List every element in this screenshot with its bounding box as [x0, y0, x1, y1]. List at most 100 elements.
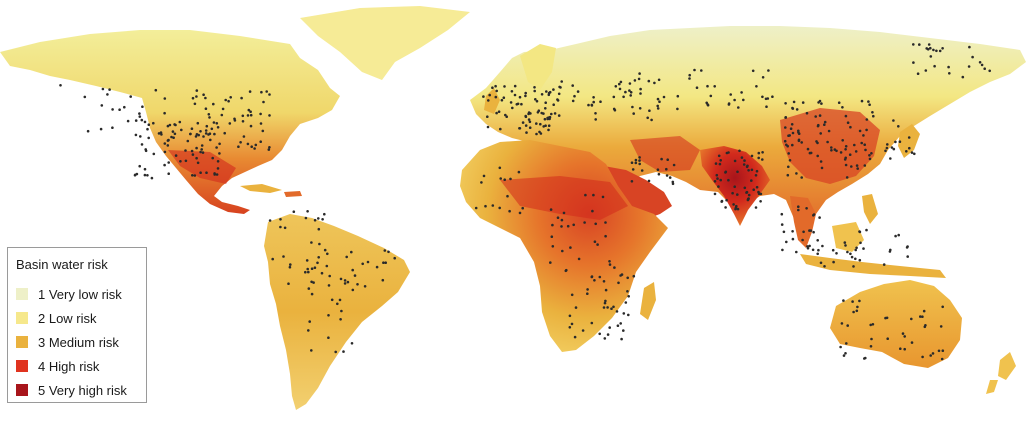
facility-dot — [737, 106, 740, 109]
facility-dot — [592, 100, 595, 104]
facility-dot — [202, 135, 205, 138]
facility-dot — [745, 165, 749, 169]
facility-dot — [228, 122, 232, 125]
facility-dot — [791, 106, 794, 110]
facility-dot — [321, 218, 324, 221]
facility-dot — [719, 159, 722, 162]
facility-dot — [844, 145, 848, 148]
facility-dot — [863, 357, 866, 360]
facility-dot — [941, 305, 944, 309]
facility-dot — [351, 268, 355, 272]
facility-dot — [528, 120, 532, 124]
facility-dot — [548, 90, 552, 94]
facility-dot — [724, 206, 727, 209]
facility-dot — [249, 113, 253, 117]
facility-dot — [201, 151, 205, 154]
facility-dot — [819, 160, 823, 163]
facility-dot — [837, 101, 841, 104]
facility-dot — [591, 209, 594, 213]
facility-dot — [147, 123, 151, 126]
legend-item: 3 Medium risk — [16, 330, 146, 354]
facility-dot — [267, 148, 271, 151]
facility-dot — [253, 147, 256, 150]
facility-dot — [143, 120, 147, 124]
facility-dot — [767, 69, 770, 72]
facility-dot — [387, 250, 390, 254]
facility-dot — [259, 140, 263, 143]
facility-dot — [381, 278, 385, 282]
facility-dot — [167, 161, 170, 164]
sahel-risk-zone — [500, 176, 628, 220]
facility-dot — [484, 204, 487, 208]
legend: Basin water risk 1 Very low risk 2 Low r… — [7, 247, 147, 403]
facility-dot — [356, 283, 359, 286]
facility-dot — [786, 173, 790, 177]
facility-dot — [506, 194, 509, 198]
facility-dot — [209, 138, 212, 142]
australia — [830, 280, 962, 368]
facility-dot — [486, 115, 489, 118]
facility-dot — [601, 195, 605, 199]
facility-dot — [765, 105, 768, 108]
facility-dot — [233, 117, 236, 121]
facility-dot — [910, 151, 914, 154]
facility-dot — [971, 55, 974, 59]
facility-dot — [929, 354, 932, 357]
facility-dot — [693, 68, 696, 72]
facility-dot — [535, 132, 538, 136]
facility-dot — [905, 150, 908, 153]
facility-dot — [343, 279, 347, 282]
facility-dot — [792, 100, 796, 104]
facility-dot — [328, 274, 332, 278]
facility-dot — [894, 140, 897, 144]
facility-dot — [740, 156, 744, 159]
greenland — [300, 6, 470, 80]
facility-dot — [854, 257, 857, 261]
facility-dot — [173, 132, 177, 136]
facility-dot — [856, 305, 859, 309]
facility-dot — [852, 310, 855, 314]
facility-dot — [647, 179, 651, 183]
facility-dot — [927, 43, 931, 46]
facility-dot — [706, 84, 709, 88]
facility-dot — [758, 192, 761, 196]
facility-dot — [631, 105, 634, 109]
facility-dot — [189, 132, 192, 136]
facility-dot — [353, 274, 357, 277]
facility-dot — [629, 94, 632, 97]
facility-dot — [671, 182, 675, 186]
facility-dot — [520, 102, 523, 106]
facility-dot — [208, 132, 212, 135]
facility-dot — [154, 88, 158, 92]
facility-dot — [937, 349, 941, 353]
facility-dot — [382, 261, 385, 265]
facility-dot — [811, 248, 815, 252]
facility-dot — [660, 157, 663, 161]
facility-dot — [843, 158, 847, 161]
facility-dot — [627, 295, 630, 298]
facility-dot — [288, 265, 292, 269]
facility-dot — [862, 134, 865, 137]
facility-dot — [150, 176, 154, 180]
facility-dot — [204, 129, 208, 132]
facility-dot — [179, 160, 182, 163]
facility-dot — [310, 241, 313, 244]
facility-dot — [152, 152, 156, 156]
facility-dot — [662, 95, 666, 99]
facility-dot — [317, 227, 321, 231]
facility-dot — [905, 246, 909, 249]
facility-dot — [732, 203, 735, 206]
legend-label: 3 Medium risk — [38, 334, 119, 350]
facility-dot — [751, 69, 755, 73]
facility-dot — [138, 112, 141, 115]
facility-dot — [731, 191, 734, 195]
facility-dot — [821, 244, 824, 248]
facility-dot — [308, 320, 312, 323]
facility-dot — [279, 225, 282, 229]
facility-dot — [239, 141, 242, 144]
facility-dot — [271, 257, 275, 261]
facility-dot — [199, 171, 202, 174]
facility-dot — [246, 114, 250, 117]
facility-dot — [818, 216, 821, 219]
facility-dot — [186, 139, 190, 143]
